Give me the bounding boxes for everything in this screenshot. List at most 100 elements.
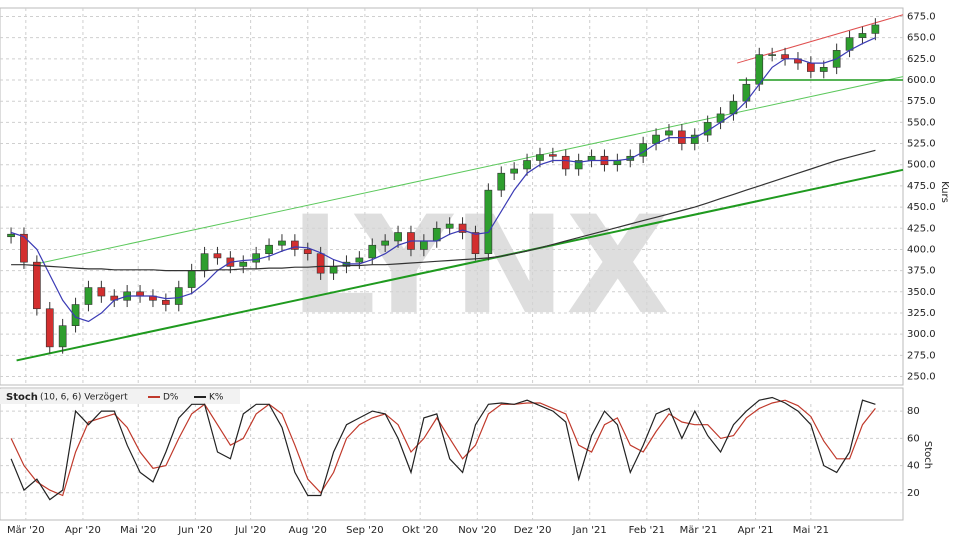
x-tick-label: Mai '20 xyxy=(120,525,156,536)
candle-body xyxy=(355,257,364,263)
candle-body xyxy=(781,54,789,60)
y-tick-label: 20 xyxy=(907,488,920,499)
stoch-axis-label: Stoch xyxy=(922,441,933,469)
candle-body xyxy=(561,155,570,170)
x-tick-label: Mär '20 xyxy=(7,525,45,536)
candle-body xyxy=(587,155,596,161)
candle-body xyxy=(187,270,196,288)
candle-body xyxy=(497,172,506,191)
x-tick-label: Aug '20 xyxy=(289,525,327,536)
y-tick-label: 525.0 xyxy=(907,139,936,150)
y-tick-label: 300.0 xyxy=(907,329,936,340)
stoch-line xyxy=(10,399,876,497)
candle-body xyxy=(278,240,286,246)
y-tick-label: 40 xyxy=(907,461,920,472)
y-tick-label: 425.0 xyxy=(907,223,936,234)
candle-body xyxy=(523,160,531,170)
x-tick-label: Apr '21 xyxy=(738,525,774,536)
legend-label: K% xyxy=(209,393,224,403)
candle-body xyxy=(613,160,622,166)
candle-body xyxy=(329,266,338,274)
candle-body xyxy=(7,233,15,238)
price-panel xyxy=(0,7,904,386)
candle-body xyxy=(665,130,673,136)
moving-average xyxy=(10,37,876,323)
candle-body xyxy=(549,154,557,157)
stoch-header xyxy=(0,389,240,404)
stoch-title: Stoch xyxy=(6,392,38,403)
y-tick-label: 600.0 xyxy=(907,75,936,86)
candle-body xyxy=(200,253,209,271)
candle-body xyxy=(471,232,480,254)
y-tick-label: 550.0 xyxy=(907,117,936,128)
candle-body xyxy=(252,253,261,263)
y-tick-label: 475.0 xyxy=(907,181,936,192)
x-tick-label: Nov '20 xyxy=(458,525,496,536)
y-tick-label: 325.0 xyxy=(907,308,936,319)
candle-body xyxy=(162,299,170,305)
moving-average xyxy=(11,149,876,272)
trend-line xyxy=(40,76,904,264)
x-tick-label: Sep '20 xyxy=(346,525,384,536)
y-tick-label: 60 xyxy=(907,433,920,444)
candle-body xyxy=(445,223,454,229)
candle-body xyxy=(84,287,93,305)
x-tick-label: Apr '20 xyxy=(65,525,101,536)
y-tick-label: 250.0 xyxy=(907,372,936,383)
y-tick-label: 575.0 xyxy=(907,96,936,107)
y-tick-label: 450.0 xyxy=(907,202,936,213)
x-tick-label: Jan '21 xyxy=(572,525,607,536)
candle-body xyxy=(690,134,699,144)
stoch-panel xyxy=(0,387,904,521)
y-axis-label: Kurs xyxy=(939,181,950,203)
candle-body xyxy=(33,261,41,310)
candle-body xyxy=(807,62,815,72)
candle-body xyxy=(819,67,828,72)
x-tick-label: Mai '21 xyxy=(793,525,829,536)
candle-body xyxy=(755,54,764,85)
candle-body xyxy=(20,233,28,263)
candle-body xyxy=(484,189,493,254)
candle-body xyxy=(265,244,273,254)
x-tick-label: Feb '21 xyxy=(629,525,665,536)
stoch-line xyxy=(10,396,876,501)
y-tick-label: 500.0 xyxy=(907,160,936,171)
y-tick-label: 400.0 xyxy=(907,244,936,255)
x-tick-label: Jun '20 xyxy=(177,525,212,536)
y-tick-label: 650.0 xyxy=(907,33,936,44)
candle-body xyxy=(420,240,428,250)
candle-body xyxy=(239,261,248,267)
candle-body xyxy=(174,287,183,305)
x-tick-label: Dez '20 xyxy=(514,525,552,536)
stoch-params: (10, 6, 6) Verzögert xyxy=(40,393,128,403)
y-tick-label: 675.0 xyxy=(907,11,936,22)
candle-body xyxy=(303,249,312,254)
candle-body xyxy=(97,287,106,297)
y-tick-label: 350.0 xyxy=(907,287,936,298)
candle-body xyxy=(291,240,299,250)
candle-body xyxy=(45,308,54,348)
y-tick-label: 275.0 xyxy=(907,350,936,361)
y-tick-label: 625.0 xyxy=(907,54,936,65)
candle-body xyxy=(394,232,402,242)
candle-body xyxy=(510,168,519,174)
y-tick-label: 80 xyxy=(907,406,920,417)
y-tick-label: 375.0 xyxy=(907,266,936,277)
candle-body xyxy=(458,223,467,233)
candle-body xyxy=(368,244,377,259)
candle-body xyxy=(536,154,544,161)
candle-body xyxy=(768,54,777,56)
x-tick-label: Okt '20 xyxy=(402,525,438,536)
legend-label: D% xyxy=(163,393,179,403)
candle-body xyxy=(213,253,222,259)
candle-body xyxy=(871,24,880,34)
candle-body xyxy=(58,325,67,348)
candle-body xyxy=(574,160,583,170)
candle-body xyxy=(71,304,80,326)
trend-line xyxy=(16,168,904,362)
candle-body xyxy=(858,33,867,38)
candle-body xyxy=(381,240,390,246)
x-tick-label: Jul '20 xyxy=(234,525,266,536)
x-tick-label: Mär '21 xyxy=(680,525,718,536)
